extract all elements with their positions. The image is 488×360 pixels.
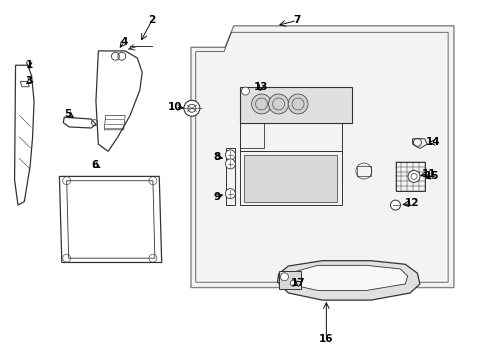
Circle shape (251, 94, 271, 114)
Text: 4: 4 (120, 37, 127, 47)
Text: 1: 1 (25, 59, 33, 69)
Text: 3: 3 (25, 76, 33, 86)
Text: 9: 9 (213, 192, 220, 202)
Text: 11: 11 (421, 168, 435, 179)
Circle shape (225, 150, 235, 160)
Circle shape (390, 200, 400, 210)
Circle shape (183, 100, 200, 116)
Polygon shape (244, 155, 336, 202)
Circle shape (268, 94, 288, 114)
Circle shape (287, 94, 307, 114)
Circle shape (407, 170, 419, 183)
Text: 17: 17 (290, 278, 305, 288)
Text: 14: 14 (426, 138, 440, 147)
Text: 10: 10 (168, 102, 182, 112)
Polygon shape (190, 26, 453, 288)
Circle shape (225, 189, 235, 199)
Polygon shape (239, 87, 351, 123)
Text: 13: 13 (253, 82, 268, 93)
Text: 7: 7 (293, 15, 300, 26)
Circle shape (225, 159, 235, 169)
Circle shape (290, 280, 296, 286)
Text: 15: 15 (424, 171, 438, 181)
Text: 6: 6 (91, 160, 99, 170)
Circle shape (280, 273, 288, 281)
Polygon shape (288, 265, 407, 291)
Text: 12: 12 (405, 198, 419, 208)
Circle shape (241, 87, 249, 95)
Text: 2: 2 (148, 15, 155, 26)
Text: 16: 16 (319, 333, 333, 343)
Polygon shape (278, 271, 300, 289)
Bar (395, 162, 424, 191)
Polygon shape (277, 261, 419, 300)
Text: 5: 5 (64, 109, 72, 119)
Text: 8: 8 (213, 152, 220, 162)
